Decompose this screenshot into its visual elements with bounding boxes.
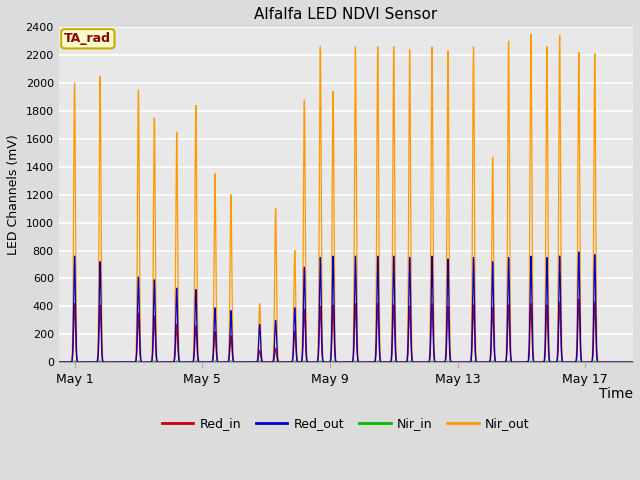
Nir_out — [625, 359, 633, 365]
X-axis label: Time: Time — [599, 387, 633, 401]
Red_in — [570, 359, 577, 365]
Red_out — [55, 359, 63, 365]
Nir_out — [629, 359, 637, 365]
Nir_out — [621, 359, 629, 365]
Red_in — [621, 359, 629, 365]
Nir_in — [628, 359, 636, 365]
Nir_in — [625, 359, 633, 365]
Nir_in — [313, 359, 321, 365]
Line: Nir_in: Nir_in — [59, 361, 633, 362]
Red_out — [621, 359, 629, 365]
Nir_in — [621, 359, 629, 365]
Red_out — [629, 359, 637, 365]
Red_out — [313, 359, 321, 365]
Nir_out — [55, 359, 63, 365]
Red_in — [575, 297, 582, 302]
Red_in — [625, 359, 633, 365]
Red_in — [554, 353, 562, 359]
Line: Red_out: Red_out — [59, 252, 633, 362]
Nir_out — [570, 359, 578, 365]
Red_in — [55, 359, 63, 365]
Red_in — [629, 359, 637, 365]
Line: Red_in: Red_in — [59, 300, 633, 362]
Nir_in — [444, 358, 452, 364]
Red_out — [625, 359, 633, 365]
Nir_in — [554, 359, 562, 365]
Nir_out — [628, 359, 636, 365]
Line: Nir_out: Nir_out — [59, 35, 633, 362]
Red_out — [421, 359, 429, 365]
Red_in — [313, 359, 321, 365]
Red_out — [554, 348, 562, 354]
Red_out — [575, 249, 582, 255]
Nir_in — [629, 359, 637, 365]
Red_out — [570, 359, 577, 365]
Red_in — [421, 359, 429, 365]
Nir_in — [55, 359, 63, 365]
Nir_out — [527, 32, 535, 37]
Red_out — [628, 359, 636, 365]
Y-axis label: LED Channels (mV): LED Channels (mV) — [7, 134, 20, 255]
Text: TA_rad: TA_rad — [65, 32, 111, 45]
Nir_out — [554, 322, 562, 327]
Nir_out — [313, 359, 321, 365]
Nir_in — [421, 359, 429, 365]
Red_in — [628, 359, 636, 365]
Nir_in — [570, 359, 578, 365]
Nir_out — [421, 359, 429, 365]
Legend: Red_in, Red_out, Nir_in, Nir_out: Red_in, Red_out, Nir_in, Nir_out — [157, 412, 534, 435]
Title: Alfalfa LED NDVI Sensor: Alfalfa LED NDVI Sensor — [254, 7, 438, 22]
